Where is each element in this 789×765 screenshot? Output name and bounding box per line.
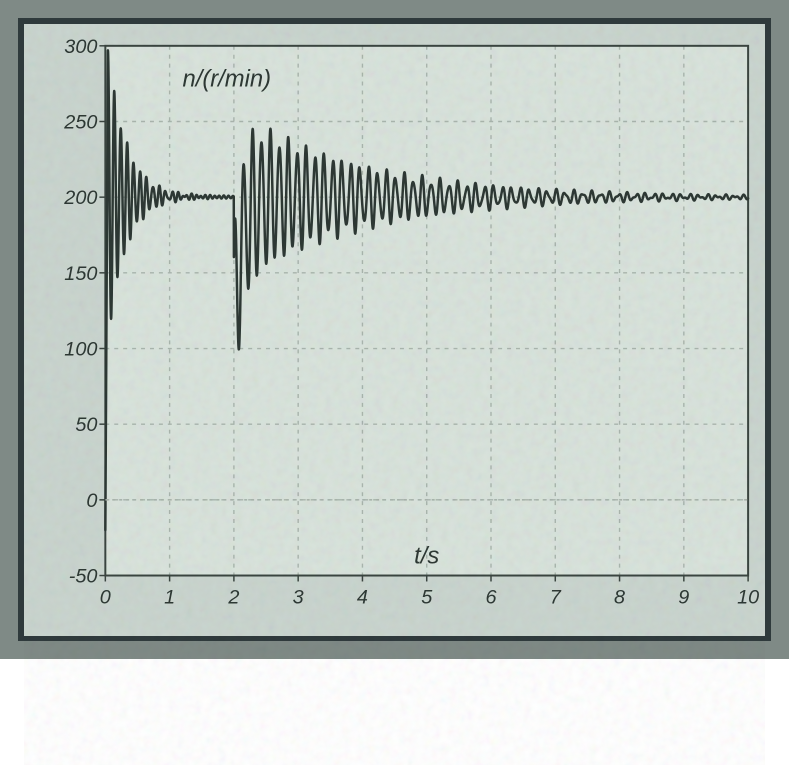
xtick-label: 7 bbox=[550, 586, 562, 608]
xtick-label: 6 bbox=[485, 586, 497, 608]
figure-frame: -50050100150200250300012345678910n/(r/mi… bbox=[0, 0, 789, 659]
xtick-label: 0 bbox=[100, 586, 111, 608]
xtick-label: 10 bbox=[737, 586, 759, 608]
ytick-label: 100 bbox=[64, 338, 97, 360]
xtick-label: 5 bbox=[421, 586, 433, 608]
ytick-label: 150 bbox=[64, 263, 97, 285]
figure-inner-frame: -50050100150200250300012345678910n/(r/mi… bbox=[18, 18, 771, 641]
oscilloscope-chart: -50050100150200250300012345678910n/(r/mi… bbox=[24, 24, 765, 636]
ytick-label: 50 bbox=[75, 414, 97, 436]
ytick-label: 0 bbox=[86, 490, 97, 512]
xtick-label: 2 bbox=[227, 586, 239, 608]
y-axis-label: n/(r/min) bbox=[182, 66, 271, 93]
xtick-label: 3 bbox=[293, 586, 304, 608]
ytick-label: 200 bbox=[63, 187, 97, 209]
ytick-label: 250 bbox=[63, 111, 97, 133]
xtick-label: 1 bbox=[164, 586, 175, 608]
ytick-label: 300 bbox=[64, 36, 97, 58]
x-axis-label: t/s bbox=[414, 543, 439, 570]
xtick-label: 4 bbox=[357, 586, 368, 608]
ytick-label: -50 bbox=[69, 565, 98, 587]
xtick-label: 8 bbox=[614, 586, 625, 608]
xtick-label: 9 bbox=[678, 586, 689, 608]
